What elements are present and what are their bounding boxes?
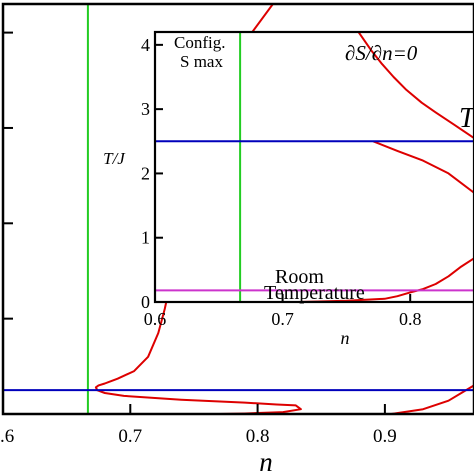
- inset-ytick-label-1: 1: [141, 228, 150, 248]
- inset-plot: 0.6 0.7 0.8 0 1 2 3 4 n T/J Config. S max ∂S/∂…: [103, 30, 474, 348]
- annotation-config-line1: Config.: [174, 33, 225, 52]
- main-xtick-label-2: 0.8: [246, 426, 270, 447]
- annotation-dsdn: ∂S/∂n=0: [345, 41, 418, 65]
- main-series-1: [391, 384, 474, 414]
- inset-y-ticks: 0 1 2 3 4: [141, 35, 163, 312]
- inset-x-ticks: 0.6 0.7 0.8: [144, 294, 422, 329]
- annotation-config-line2: S max: [180, 52, 223, 71]
- inset-ytick-label-0: 0: [141, 292, 150, 312]
- main-xtick-label-0: .6: [0, 426, 14, 447]
- inset-ytick-label-3: 3: [141, 99, 150, 119]
- main-xtick-label-3: 0.9: [373, 426, 397, 447]
- main-plot-frame: [1, 2, 474, 416]
- main-reference-lines: [3, 4, 474, 414]
- main-x-ticks: .6 0.7 0.8 0.9: [0, 404, 397, 447]
- inset-xtick-label-0: 0.6: [144, 309, 167, 329]
- annotation-room-line2: Temperature: [264, 282, 365, 304]
- inset-ytick-label-4: 4: [141, 35, 150, 55]
- annotation-room-line1: Room: [275, 266, 324, 288]
- inset-xtick-label-1: 0.7: [271, 309, 294, 329]
- annotation-t-label: T: [459, 103, 474, 134]
- main-x-axis-label: n: [259, 447, 273, 474]
- inset-ytick-label-2: 2: [141, 163, 150, 183]
- main-xtick-label-1: 0.7: [118, 426, 142, 447]
- main-y-ticks: [3, 31, 13, 415]
- inset-xtick-label-2: 0.8: [399, 309, 422, 329]
- inset-background: [155, 32, 474, 302]
- inset-reference-lines: [155, 32, 474, 302]
- inset-y-axis-label: T/J: [103, 149, 126, 168]
- inset-plot-frame: [153, 30, 474, 304]
- inset-series-1: [357, 32, 474, 139]
- inset-x-axis-label: n: [341, 328, 350, 348]
- inset-series-2: [372, 140, 474, 194]
